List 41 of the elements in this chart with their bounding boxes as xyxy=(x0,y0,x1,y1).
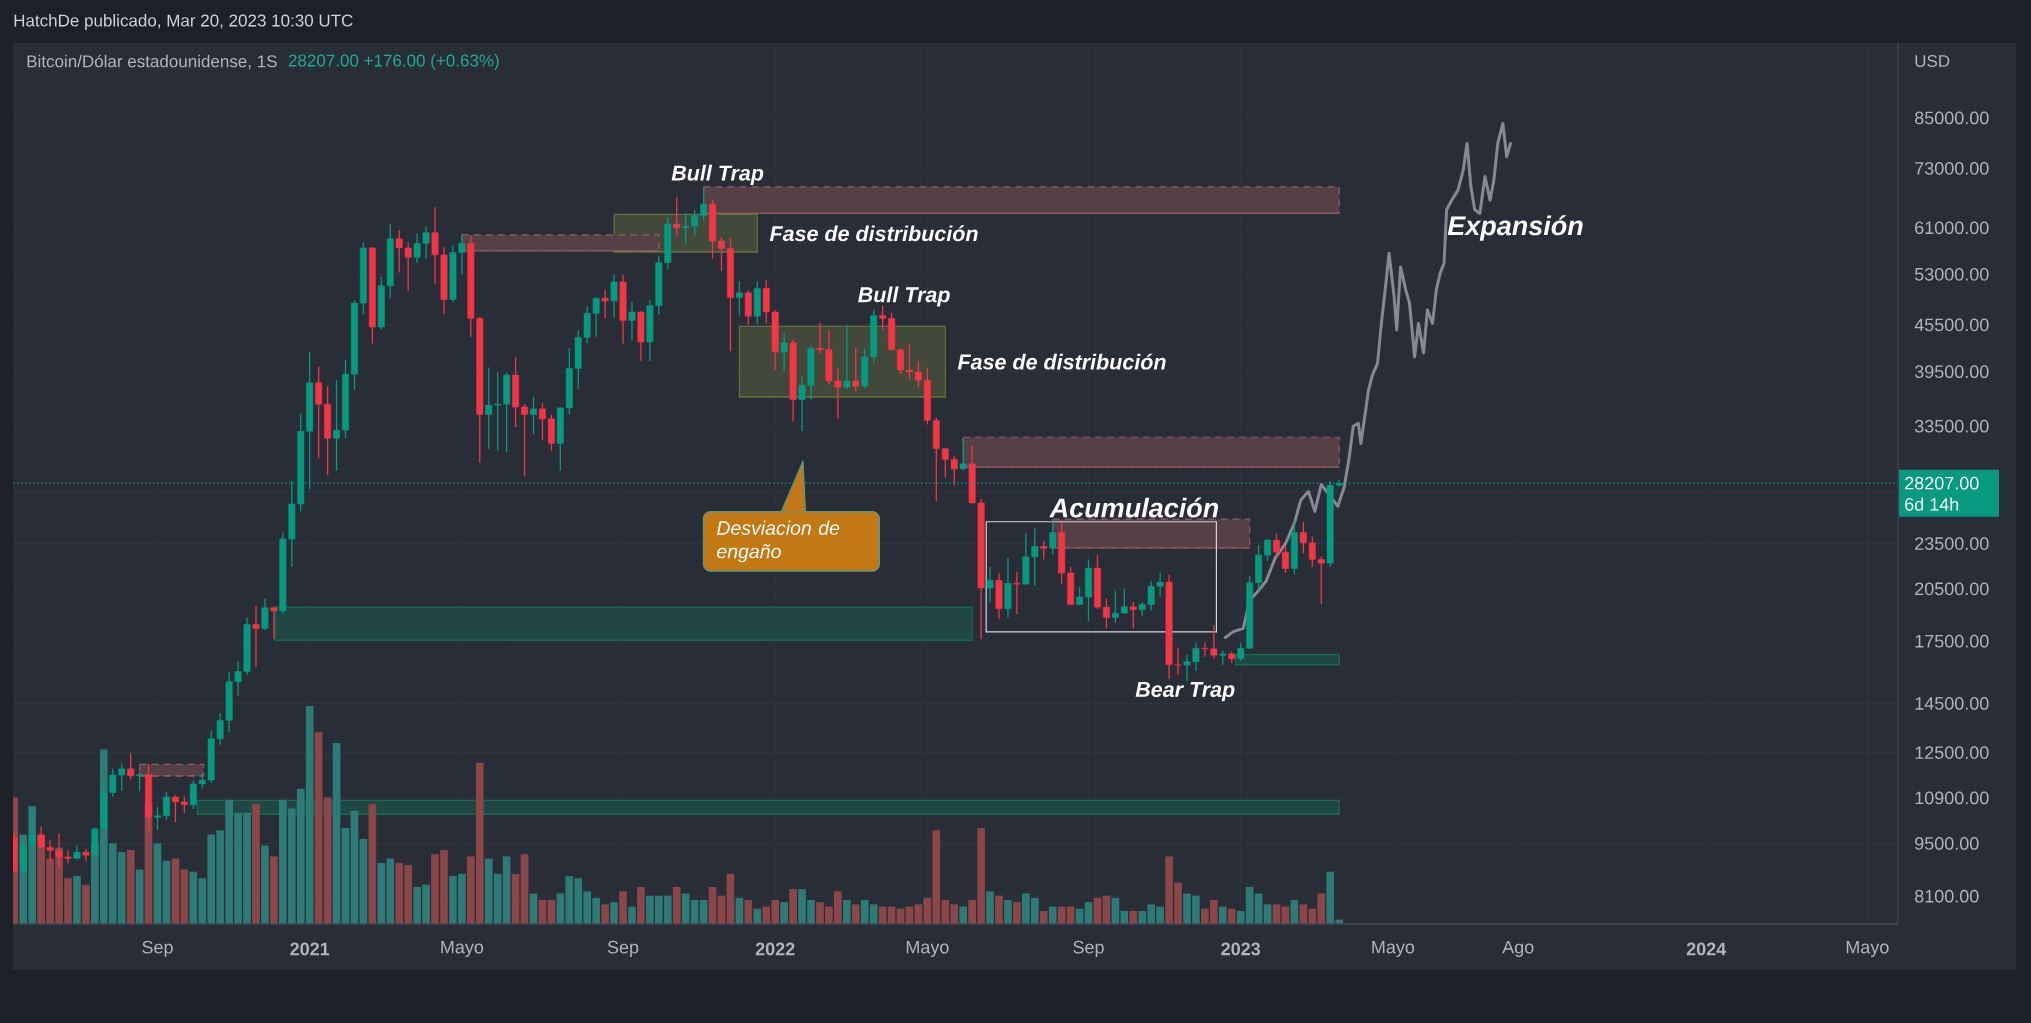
y-tick-label: 14500.00 xyxy=(1915,697,1989,710)
y-tick-label: 23500.00 xyxy=(1915,537,1989,550)
x-tick-label: 2022 xyxy=(755,942,795,956)
y-tick-label: 39500.00 xyxy=(1914,365,1989,379)
text: HatchDe publicado, Mar 20, 2023 10:30 UTC xyxy=(14,14,353,30)
annotation: Expansión xyxy=(1447,215,1583,241)
text: 28207.00 +176.00 (+0.63%) xyxy=(288,54,499,70)
y-tick-label: 12500.00 xyxy=(1915,746,1989,759)
y-tick-label: 45500.00 xyxy=(1914,318,1989,332)
x-tick-label: Mayo xyxy=(1846,940,1889,958)
x-tick-label: Mayo xyxy=(441,940,484,958)
text: 6d 14h xyxy=(1905,497,1959,511)
x-tick-label: Sep xyxy=(1073,940,1104,958)
y-tick-label: 10900.00 xyxy=(1915,791,1989,805)
y-tick-label: 53000.00 xyxy=(1914,267,1989,281)
annotation: Bear Trap xyxy=(1135,682,1235,702)
x-tick-label: 2023 xyxy=(1221,942,1261,956)
series-label: Acumulación xyxy=(1049,497,1219,518)
ref-line-label: 28207.00 xyxy=(1905,476,1979,490)
annotation: Bull Trap xyxy=(671,164,764,185)
series-label: Fase de distribución xyxy=(957,353,1166,370)
y-tick-label: 20500.00 xyxy=(1915,582,1989,596)
y-tick-label: 9500.00 xyxy=(1915,837,1979,850)
y-tick-label: 33500.00 xyxy=(1914,419,1989,433)
y-tick-label: 85000.00 xyxy=(1915,111,1989,125)
x-tick-label: 2024 xyxy=(1686,942,1727,956)
x-tick-label: Sep xyxy=(142,940,173,958)
annotation: Bull Trap xyxy=(858,286,950,307)
y-tick-label: 61000.00 xyxy=(1915,221,1989,235)
x-tick-label: Ago xyxy=(1502,940,1534,958)
x-tick-label: Mayo xyxy=(1372,940,1415,958)
annotation: Desviacion de engaño xyxy=(717,520,840,563)
y-tick-label: 8100.00 xyxy=(1915,889,1979,903)
series-label: Fase de distribución xyxy=(769,225,978,242)
y-tick-label: 73000.00 xyxy=(1915,161,1989,175)
text: Bitcoin/Dólar estadounidense, 1S xyxy=(27,54,277,70)
x-tick-label: 2021 xyxy=(290,942,330,956)
x-tick-label: Sep xyxy=(607,940,639,958)
y-tick-label: 17500.00 xyxy=(1915,634,1989,648)
y-axis-title: USD xyxy=(1915,54,1950,68)
x-tick-label: Mayo xyxy=(906,940,949,958)
